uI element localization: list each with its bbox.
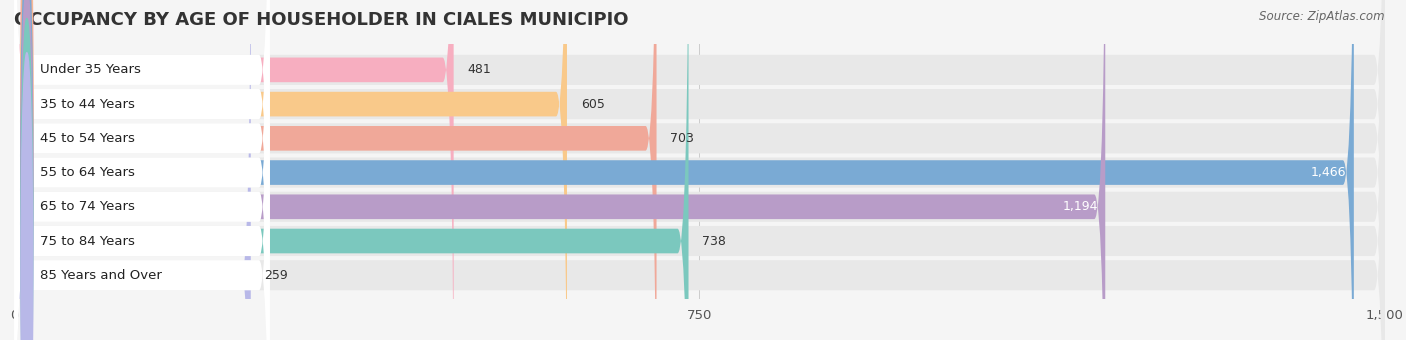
FancyBboxPatch shape xyxy=(14,0,1385,340)
FancyBboxPatch shape xyxy=(14,0,270,340)
Text: 605: 605 xyxy=(581,98,605,111)
FancyBboxPatch shape xyxy=(14,0,657,340)
Text: 1,194: 1,194 xyxy=(1063,200,1098,213)
Circle shape xyxy=(21,18,32,340)
FancyBboxPatch shape xyxy=(14,0,270,340)
FancyBboxPatch shape xyxy=(14,0,250,340)
Text: 481: 481 xyxy=(467,63,491,76)
Circle shape xyxy=(21,0,32,340)
FancyBboxPatch shape xyxy=(14,0,1354,340)
Text: OCCUPANCY BY AGE OF HOUSEHOLDER IN CIALES MUNICIPIO: OCCUPANCY BY AGE OF HOUSEHOLDER IN CIALE… xyxy=(14,11,628,29)
FancyBboxPatch shape xyxy=(14,0,567,340)
FancyBboxPatch shape xyxy=(14,0,1385,340)
Circle shape xyxy=(21,53,32,340)
Text: 1,466: 1,466 xyxy=(1310,166,1347,179)
Text: 75 to 84 Years: 75 to 84 Years xyxy=(39,235,135,248)
FancyBboxPatch shape xyxy=(14,0,270,340)
Text: Source: ZipAtlas.com: Source: ZipAtlas.com xyxy=(1260,10,1385,23)
FancyBboxPatch shape xyxy=(14,0,1385,340)
FancyBboxPatch shape xyxy=(14,0,1385,340)
Text: 738: 738 xyxy=(702,235,725,248)
FancyBboxPatch shape xyxy=(14,0,270,340)
FancyBboxPatch shape xyxy=(14,0,270,340)
FancyBboxPatch shape xyxy=(14,0,689,340)
Circle shape xyxy=(21,0,32,327)
Text: 35 to 44 Years: 35 to 44 Years xyxy=(39,98,135,111)
FancyBboxPatch shape xyxy=(14,0,1385,340)
Text: 45 to 54 Years: 45 to 54 Years xyxy=(39,132,135,145)
Circle shape xyxy=(21,0,32,292)
FancyBboxPatch shape xyxy=(14,0,1385,340)
Text: 55 to 64 Years: 55 to 64 Years xyxy=(39,166,135,179)
Text: 703: 703 xyxy=(671,132,695,145)
Text: 85 Years and Over: 85 Years and Over xyxy=(39,269,162,282)
Text: 259: 259 xyxy=(264,269,288,282)
Text: 65 to 74 Years: 65 to 74 Years xyxy=(39,200,135,213)
FancyBboxPatch shape xyxy=(14,0,1385,340)
FancyBboxPatch shape xyxy=(14,0,1105,340)
Circle shape xyxy=(21,0,32,340)
Circle shape xyxy=(21,0,32,340)
FancyBboxPatch shape xyxy=(14,0,270,340)
Text: Under 35 Years: Under 35 Years xyxy=(39,63,141,76)
FancyBboxPatch shape xyxy=(14,0,270,340)
FancyBboxPatch shape xyxy=(14,0,454,340)
